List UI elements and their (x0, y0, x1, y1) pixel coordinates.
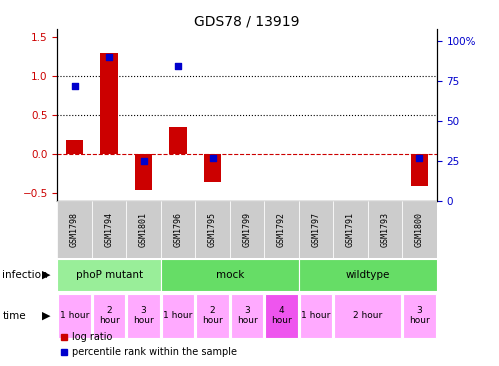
Point (209, 155, 217, 161)
Text: 4
hour: 4 hour (271, 306, 292, 325)
Point (140, 158, 148, 164)
Text: 3
hour: 3 hour (237, 306, 257, 325)
Text: mock: mock (216, 270, 244, 280)
Text: 2
hour: 2 hour (99, 306, 119, 325)
Bar (265, 294, 298, 337)
Text: 3
hour: 3 hour (409, 306, 430, 325)
Point (71, 83, 79, 89)
Text: GSM1792: GSM1792 (277, 212, 286, 247)
Text: 2
hour: 2 hour (202, 306, 223, 325)
Text: 1 hour: 1 hour (301, 311, 331, 320)
Bar (127, 294, 160, 337)
Bar (196, 294, 229, 337)
Text: GSM1796: GSM1796 (174, 212, 183, 247)
Point (415, 155, 423, 161)
Bar (92, 201, 126, 258)
Bar (333, 201, 368, 258)
Bar (58, 294, 91, 337)
Bar (411, 154, 428, 186)
Bar (334, 294, 401, 337)
Title: GDS78 / 13919: GDS78 / 13919 (194, 14, 300, 28)
Bar (93, 294, 125, 337)
Bar (299, 259, 437, 291)
Bar (195, 201, 230, 258)
Bar (300, 294, 332, 337)
Text: GSM1800: GSM1800 (415, 212, 424, 247)
Legend: log ratio, percentile rank within the sample: log ratio, percentile rank within the sa… (55, 329, 241, 361)
Text: 2 hour: 2 hour (353, 311, 382, 320)
Bar (161, 259, 299, 291)
Bar (230, 201, 264, 258)
Text: infection: infection (2, 270, 48, 280)
Text: GSM1797: GSM1797 (311, 212, 320, 247)
Bar (162, 294, 194, 337)
Bar (299, 201, 333, 258)
Bar (126, 201, 161, 258)
Bar (100, 53, 118, 154)
Text: wildtype: wildtype (345, 270, 390, 280)
Bar (204, 154, 221, 182)
Bar (402, 201, 437, 258)
Bar (161, 201, 195, 258)
Text: ▶: ▶ (41, 270, 50, 280)
Text: GSM1791: GSM1791 (346, 212, 355, 247)
Text: 3
hour: 3 hour (133, 306, 154, 325)
Point (174, 63, 182, 69)
Bar (57, 201, 92, 258)
Text: GSM1799: GSM1799 (243, 212, 251, 247)
Point (105, 54, 113, 60)
Text: ▶: ▶ (41, 311, 50, 321)
Text: GSM1794: GSM1794 (105, 212, 114, 247)
Text: 1 hour: 1 hour (60, 311, 89, 320)
Bar (264, 201, 299, 258)
Bar (368, 201, 402, 258)
Text: GSM1798: GSM1798 (70, 212, 79, 247)
Text: time: time (2, 311, 26, 321)
Bar (231, 294, 263, 337)
Bar (135, 154, 152, 190)
Bar (170, 127, 187, 154)
Text: phoP mutant: phoP mutant (75, 270, 143, 280)
Text: GSM1793: GSM1793 (380, 212, 389, 247)
Text: 1 hour: 1 hour (163, 311, 193, 320)
Bar (403, 294, 436, 337)
Text: GSM1795: GSM1795 (208, 212, 217, 247)
Bar (57, 259, 161, 291)
Bar (66, 140, 83, 154)
Text: GSM1801: GSM1801 (139, 212, 148, 247)
